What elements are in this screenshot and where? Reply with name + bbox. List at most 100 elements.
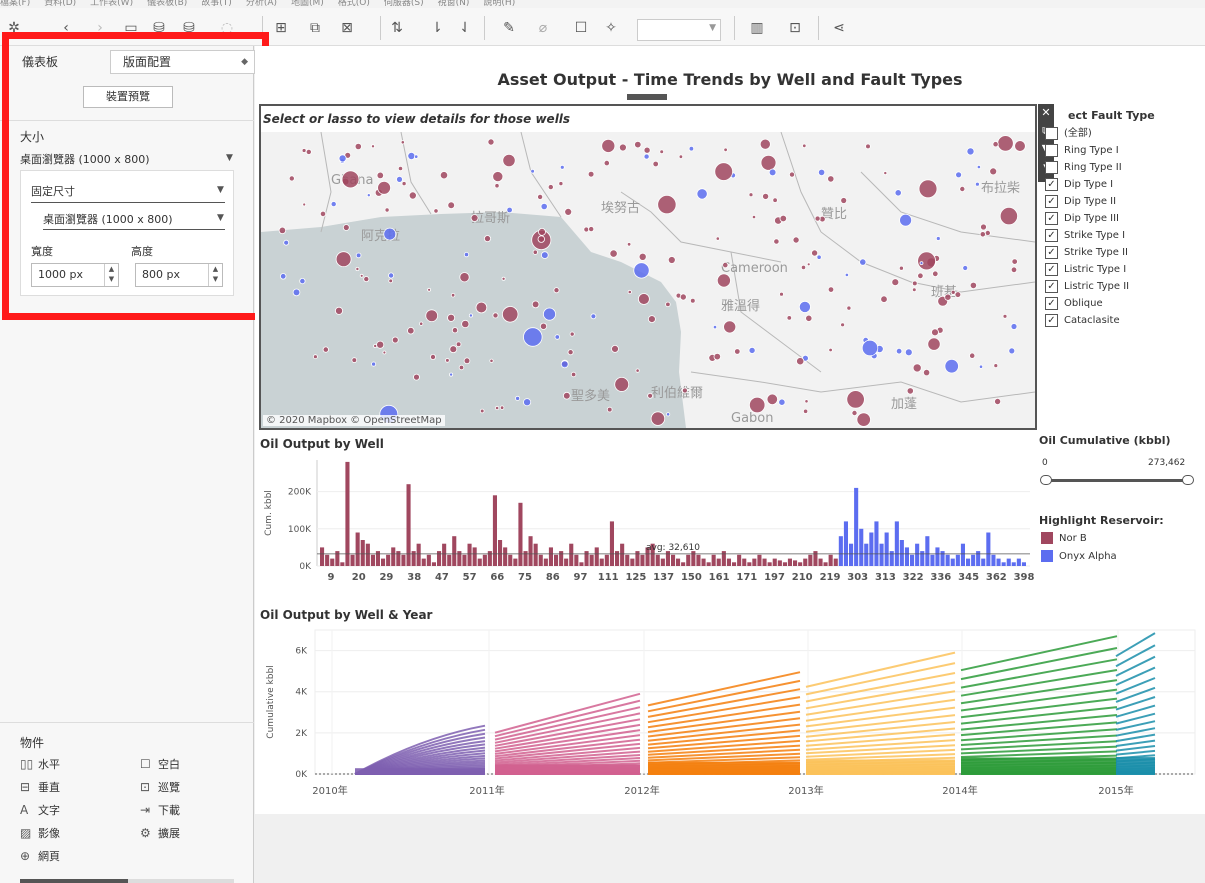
well-marker[interactable] <box>678 154 684 159</box>
series-line[interactable] <box>805 706 956 728</box>
bar[interactable] <box>767 562 772 566</box>
well-marker[interactable] <box>817 168 826 177</box>
menu-item[interactable]: 地圖(M) <box>291 0 324 8</box>
bar[interactable] <box>1001 562 1006 566</box>
well-marker[interactable] <box>447 313 456 322</box>
well-marker[interactable] <box>499 405 505 410</box>
highlight-icon[interactable]: ✎ <box>503 20 515 36</box>
series-line[interactable] <box>1115 666 1156 686</box>
bar[interactable] <box>915 543 920 566</box>
well-marker[interactable] <box>978 364 984 369</box>
oil-output-by-year-chart[interactable]: 0K 2K 4K 6K Cumulative kbbl 2010年 2011年 2012年 20… <box>255 626 1205 806</box>
well-marker[interactable] <box>865 143 871 150</box>
well-marker[interactable] <box>681 387 688 394</box>
bar[interactable] <box>940 551 945 566</box>
bar[interactable] <box>391 547 396 566</box>
bar[interactable] <box>431 562 436 566</box>
well-marker[interactable] <box>451 327 459 334</box>
series-line[interactable] <box>1115 655 1156 677</box>
bar[interactable] <box>793 560 798 566</box>
bar[interactable] <box>325 554 330 566</box>
series-line[interactable] <box>1115 644 1156 668</box>
well-marker[interactable] <box>917 251 936 271</box>
well-marker[interactable] <box>458 364 465 371</box>
well-marker[interactable] <box>376 171 384 180</box>
drag-handle[interactable] <box>625 92 669 102</box>
bar[interactable] <box>604 554 609 566</box>
bar[interactable] <box>782 562 787 566</box>
well-marker[interactable] <box>1010 266 1018 273</box>
menu-item[interactable]: 格式(O) <box>337 0 370 8</box>
legend-item[interactable]: Nor B <box>1041 532 1087 544</box>
tableau-logo-icon[interactable]: ✲ <box>8 20 20 36</box>
well-marker[interactable] <box>447 201 456 210</box>
series-line[interactable] <box>1115 712 1156 725</box>
series-line[interactable] <box>647 752 801 762</box>
bar[interactable] <box>370 554 375 566</box>
menu-item[interactable]: 資料(D) <box>44 0 77 8</box>
bar[interactable] <box>823 562 828 566</box>
bar[interactable] <box>696 554 701 566</box>
well-marker[interactable] <box>650 411 666 426</box>
bar[interactable] <box>843 521 848 566</box>
well-marker[interactable] <box>679 293 687 301</box>
well-marker[interactable] <box>494 183 500 189</box>
well-marker[interactable] <box>450 292 456 298</box>
well-marker[interactable] <box>715 236 720 241</box>
series-line[interactable] <box>647 717 801 738</box>
bar[interactable] <box>904 547 909 566</box>
well-marker[interactable] <box>396 176 403 183</box>
bar[interactable] <box>676 558 681 566</box>
object-image[interactable]: ▨ 影像 <box>20 826 60 840</box>
show-me-icon[interactable]: ▥ <box>750 20 764 36</box>
bar[interactable] <box>681 562 686 566</box>
well-marker[interactable] <box>278 226 287 235</box>
well-marker[interactable] <box>570 371 577 378</box>
checkbox[interactable]: ✓ <box>1045 211 1058 225</box>
bar[interactable] <box>910 554 915 566</box>
series-line[interactable] <box>960 740 1118 751</box>
well-marker[interactable] <box>1011 258 1018 265</box>
well-marker[interactable] <box>468 313 473 318</box>
well-marker[interactable] <box>603 159 610 167</box>
well-marker[interactable] <box>382 350 387 355</box>
checkbox[interactable]: ✓ <box>1045 296 1058 310</box>
bar[interactable] <box>462 554 467 566</box>
bar[interactable] <box>732 562 737 566</box>
series-line[interactable] <box>960 697 1118 719</box>
well-marker[interactable] <box>959 186 966 193</box>
well-marker[interactable] <box>449 345 458 354</box>
bar[interactable] <box>381 558 386 566</box>
well-marker[interactable] <box>532 249 538 255</box>
well-marker[interactable] <box>962 265 969 271</box>
bar[interactable] <box>655 554 660 566</box>
well-marker[interactable] <box>606 406 613 413</box>
well-marker[interactable] <box>716 273 731 288</box>
series-line[interactable] <box>494 692 641 734</box>
bar[interactable] <box>482 554 487 566</box>
well-marker[interactable] <box>851 409 858 416</box>
bar[interactable] <box>986 532 991 567</box>
well-marker[interactable] <box>587 170 595 178</box>
series-line[interactable] <box>805 662 956 696</box>
menu-item[interactable]: 視窗(N) <box>437 0 470 8</box>
series-line[interactable] <box>805 721 956 738</box>
bar[interactable] <box>620 543 625 566</box>
bar[interactable] <box>798 562 803 566</box>
year-segment[interactable] <box>960 635 1118 775</box>
well-marker[interactable] <box>806 262 811 267</box>
bar[interactable] <box>971 554 976 566</box>
well-marker[interactable] <box>537 193 544 200</box>
well-marker[interactable] <box>931 328 939 337</box>
series-line[interactable] <box>494 706 641 741</box>
series-line[interactable] <box>354 724 486 775</box>
series-line[interactable] <box>647 748 801 759</box>
size-dropdown[interactable]: 桌面瀏覽器 (1000 x 800) <box>20 153 150 166</box>
bar[interactable] <box>396 551 401 566</box>
well-marker[interactable] <box>583 226 590 233</box>
series-line[interactable] <box>805 681 956 710</box>
well-marker[interactable] <box>384 207 390 213</box>
well-marker[interactable] <box>449 372 454 377</box>
series-line[interactable] <box>647 703 801 729</box>
series-line[interactable] <box>960 679 1118 705</box>
